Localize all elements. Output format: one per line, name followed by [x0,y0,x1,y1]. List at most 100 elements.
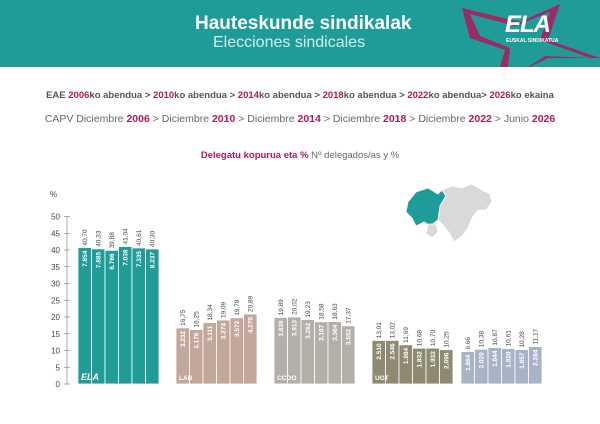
delegates-label: 3.839 [278,320,285,337]
ela-logo-subtext: EUSKAL SINDIKATUA [506,38,559,44]
timeline-basque: EAE 2006ko abendua > 2010ko abendua > 20… [0,90,600,101]
timeline-separator: > [491,113,504,125]
chart-title-main: Delegatu kopurua eta % [200,150,309,161]
timeline-text: ko abendua > [89,90,154,101]
delegates-label: 3.913 [292,320,299,337]
timeline-text: Diciembre [161,113,212,125]
timeline-text: ko abendua > [258,90,323,101]
percent-label: 40,30 [150,230,157,247]
percent-label: 40,33 [96,230,103,247]
y-tick-label: 25 [51,296,60,305]
timeline-text: Junio [503,113,532,125]
timeline-separator: > [149,113,162,125]
delegates-label: 7.038 [123,249,130,266]
timeline-text: Diciembre [76,113,127,125]
timeline-year: 2018 [383,113,407,125]
timeline-text: ko abendua> [428,90,490,101]
timeline-spanish: CAPV Diciembre 2006 > Diciembre 2010 > D… [0,113,600,125]
timeline-year: 2022 [407,90,429,101]
percent-label: 40,70 [82,229,89,246]
percent-label: 16,75 [180,309,187,326]
timeline-text: Diciembre [332,113,383,125]
timeline-text: ko abendua > [343,90,408,101]
percent-label: 13,02 [390,322,397,339]
delegates-label: 7.885 [96,252,103,269]
percent-label: 10,87 [492,329,499,346]
y-tick-label: 45 [51,229,60,238]
y-tick-label: 10 [51,347,60,356]
percent-label: 10,38 [479,331,486,348]
timeline-year: 2022 [468,113,492,125]
percent-label: 18,58 [319,303,326,320]
union-logo: LAB [179,375,193,382]
bar [131,247,146,385]
percent-label: 17,37 [346,307,353,324]
y-axis-label: % [50,190,57,199]
delegates-label: 1.932 [430,351,437,368]
percent-label: 18,34 [207,304,214,321]
y-tick-label: 0 [56,380,61,389]
union-logo: ELA [81,372,99,382]
star-decoration [462,4,600,67]
delegates-label: 1.832 [417,351,424,368]
timeline-separator: > [320,113,333,125]
bar [528,346,543,385]
chart-title-sub: Nº delegados/as y % [308,150,400,161]
bar [77,247,92,385]
percent-label: 10,61 [506,330,513,347]
delegates-label: 3.274 [221,323,228,340]
y-tick-label: 30 [51,280,60,289]
delegates-label: 7.335 [136,251,143,268]
percent-label: 40,61 [136,229,143,246]
timeline-year: 2026 [531,113,556,125]
chart-title: Delegatu kopurua eta % Nº delegados/as y… [0,150,600,161]
delegates-label: 2.546 [390,343,397,360]
union-logo: CCOO [277,375,297,382]
percent-label: 10,68 [417,330,424,347]
header-banner: Hauteskunde sindikalak Elecciones sindic… [0,0,600,67]
bar [439,349,454,385]
delegates-label: 3.262 [305,322,312,339]
delegates-label: 2.284 [533,349,540,366]
y-tick-label: 20 [51,313,60,322]
timeline-text: ko ekaina [510,90,554,101]
ela-logo: ELA [505,11,551,38]
percent-label: 41,04 [123,228,130,245]
percent-label: 10,25 [444,331,451,348]
percent-label: 13,01 [376,322,383,339]
percent-label: 20,89 [248,295,255,312]
percent-label: 19,09 [221,301,228,318]
y-tick-label: 35 [51,263,60,272]
percent-label: 9,66 [465,337,472,350]
percent-label: 19,78 [234,299,241,316]
delegates-label: 2.029 [479,352,486,369]
delegates-label: 2.096 [444,352,451,369]
delegates-label: 3.111 [207,325,214,341]
y-tick-label: 5 [56,363,61,372]
timeline-text: ko abendua > [174,90,238,101]
timeline-year: 2010 [153,90,175,101]
timeline-year: 2018 [322,90,344,101]
delegates-label: 3.187 [319,324,326,341]
timeline-text: Diciembre [247,113,298,125]
percent-label: 16,25 [194,311,201,328]
y-tick-label: 50 [51,213,60,222]
delegates-label: 1.857 [519,352,526,369]
page-title: Hauteskunde sindikalak [195,13,412,34]
union-logo: UGT [375,375,389,382]
percent-label: 11,69 [403,327,410,343]
delegates-label: 1.844 [492,350,499,367]
percent-label: 39,88 [109,232,116,249]
bar [341,325,356,385]
timeline-text: Diciembre [418,113,469,125]
bar [243,313,258,385]
percent-label: 20,02 [292,298,299,315]
timeline-year: 2026 [489,90,511,101]
percent-label: 10,70 [430,330,437,347]
bar [145,248,160,385]
percent-label: 11,17 [533,328,540,344]
delegates-label: 3.552 [346,328,353,345]
delegates-label: 4.270 [248,317,255,334]
delegates-label: 7.854 [82,250,89,267]
percent-label: 18,63 [332,303,339,320]
